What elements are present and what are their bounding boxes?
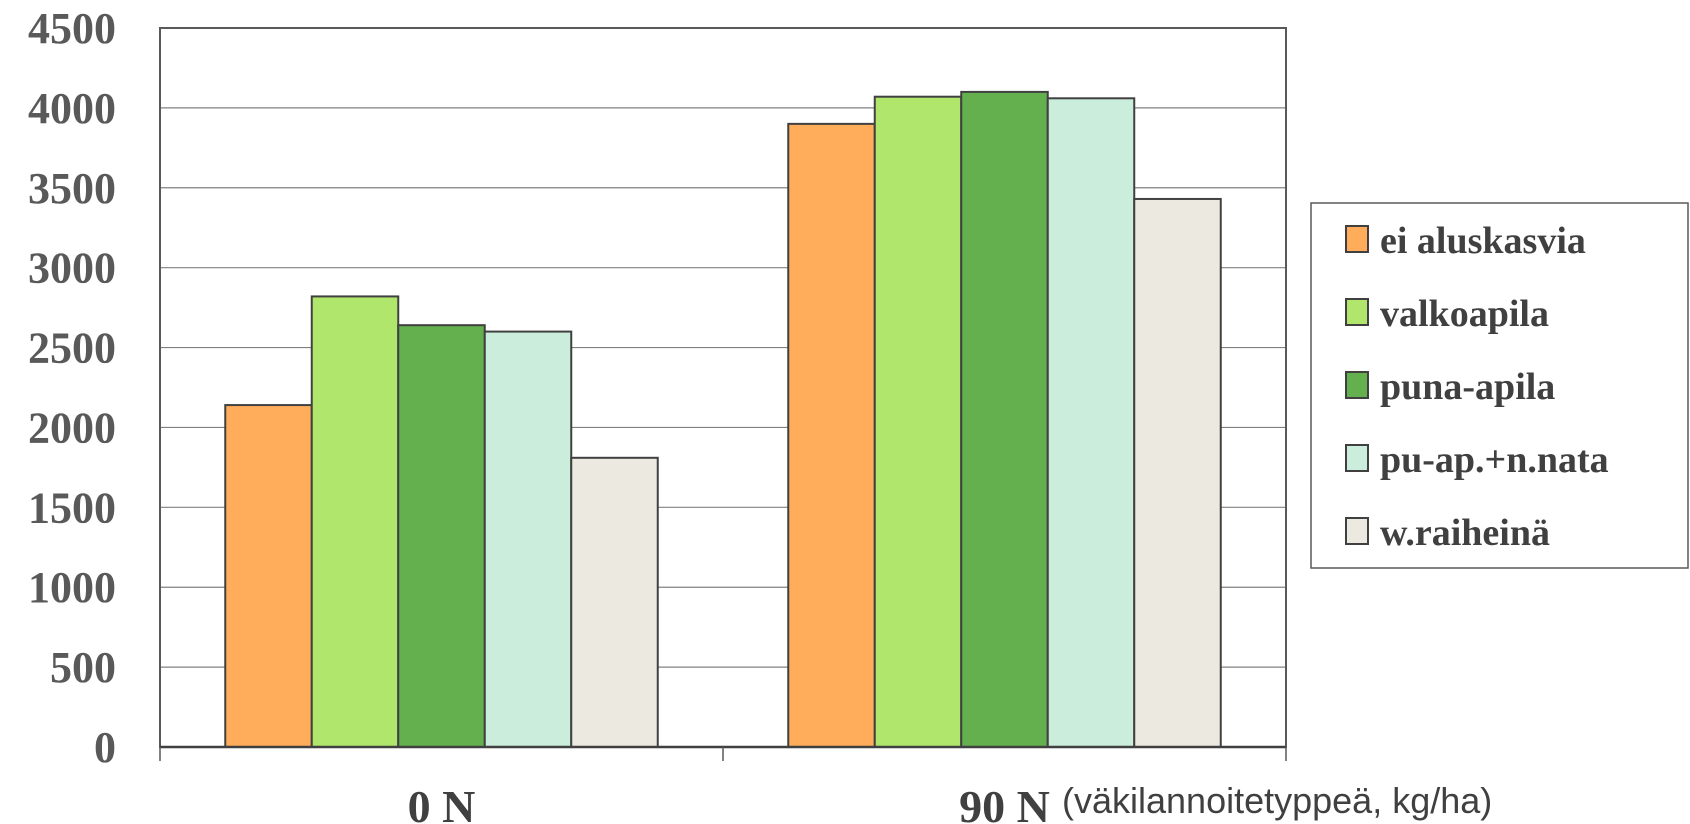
legend: ei aluskasvia valkoapila puna-apila pu-ap.+…	[1310, 202, 1689, 569]
y-tick-label: 3000	[28, 244, 116, 293]
bar	[224, 404, 313, 748]
legend-swatch	[1345, 225, 1369, 253]
bars	[224, 90, 1222, 749]
x-axis-unit-label: (väkilannoitetyppeä, kg/ha)	[1062, 780, 1492, 821]
legend-swatch	[1345, 444, 1369, 472]
bar	[873, 95, 963, 748]
bar	[960, 90, 1049, 748]
y-tick-label: 0	[94, 723, 116, 772]
legend-label: puna-apila	[1380, 366, 1555, 408]
y-tick-label: 2000	[28, 403, 116, 452]
axes	[159, 27, 1287, 761]
y-tick-label: 500	[50, 643, 116, 692]
legend-label: w.raiheinä	[1380, 512, 1550, 554]
legend-box	[1310, 202, 1689, 569]
legend-label: pu-ap.+n.nata	[1380, 439, 1609, 481]
y-tick-label: 1500	[28, 483, 116, 532]
y-tick-label: 2500	[28, 324, 116, 373]
y-tick-labels: 0 500 1000 1500 2000 2500 3000 3500 4000 4500	[28, 4, 116, 772]
bar	[1133, 197, 1222, 748]
bar	[1046, 97, 1136, 748]
y-tick-label: 3500	[28, 164, 116, 213]
x-category-labels: 0 N 90 N	[408, 781, 1050, 824]
x-category-label: 90 N	[959, 781, 1050, 824]
legend-swatch	[1345, 517, 1369, 545]
legend-swatch	[1345, 371, 1369, 399]
y-tick-label: 4500	[28, 4, 116, 53]
bar	[397, 324, 486, 748]
legend-label: ei aluskasvia	[1380, 220, 1586, 262]
y-tick-label: 1000	[28, 563, 116, 612]
bar	[483, 330, 573, 748]
bar	[570, 456, 659, 748]
legend-swatch	[1345, 298, 1369, 326]
y-tick-label: 4000	[28, 84, 116, 133]
bar	[310, 295, 400, 748]
legend-label: valkoapila	[1380, 293, 1549, 335]
bar	[787, 122, 876, 749]
x-category-label: 0 N	[408, 781, 476, 824]
